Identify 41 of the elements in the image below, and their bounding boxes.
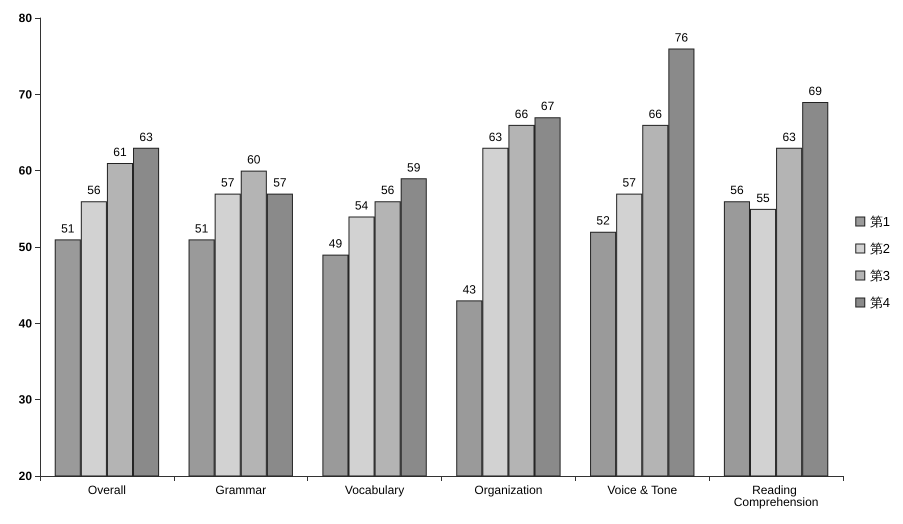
data-label: 43 — [462, 282, 476, 296]
data-label: 66 — [648, 106, 662, 121]
data-label: 76 — [674, 30, 688, 45]
y-tick-label: 50 — [18, 240, 32, 254]
data-label: 60 — [247, 152, 261, 167]
data-label: 66 — [514, 106, 528, 121]
y-tick-label: 80 — [18, 11, 32, 25]
data-label: 51 — [194, 221, 209, 236]
y-tick-label: 20 — [18, 469, 32, 483]
data-label: 56 — [87, 183, 101, 198]
data-label: 54 — [354, 198, 369, 212]
y-tick-label: 70 — [18, 87, 32, 102]
data-label: 69 — [808, 84, 822, 98]
data-label: 61 — [113, 145, 127, 160]
data-label: 56 — [380, 183, 395, 198]
y-tick-label: 30 — [18, 392, 32, 407]
data-label: 63 — [782, 130, 796, 144]
legend-label: 第2 — [870, 241, 890, 256]
data-label: 63 — [488, 130, 502, 144]
x-tick-label: Grammar — [215, 483, 266, 497]
data-label: 57 — [221, 176, 235, 190]
legend-label: 第3 — [870, 268, 890, 283]
x-tick-label: Reading Comprehension — [734, 483, 818, 509]
data-label: 56 — [730, 183, 744, 198]
y-tick-label: 40 — [18, 316, 32, 330]
data-label: 67 — [540, 99, 555, 114]
data-label: 52 — [596, 214, 610, 228]
x-tick-label: Organization — [474, 483, 542, 497]
x-tick-label: Vocabulary — [344, 483, 404, 497]
data-label: 59 — [407, 160, 421, 174]
data-label: 57 — [273, 176, 287, 190]
legend-label: 第1 — [870, 214, 890, 229]
legend-label: 第4 — [870, 295, 890, 310]
y-tick-label: 60 — [18, 164, 32, 178]
data-label: 57 — [622, 176, 636, 190]
data-label: 51 — [61, 221, 75, 236]
data-label: 49 — [328, 236, 342, 251]
data-label: 55 — [756, 190, 770, 205]
x-tick-label: Overall — [88, 483, 126, 497]
data-label: 63 — [139, 130, 154, 144]
x-tick-label: Voice & Tone — [607, 483, 678, 497]
